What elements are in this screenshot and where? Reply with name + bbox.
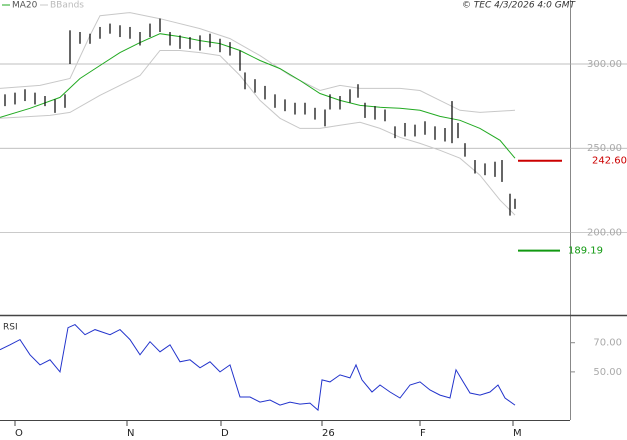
y-tick-label: 200.00 — [587, 227, 622, 238]
ma-line — [0, 33, 516, 159]
price-level-label: 189.19 — [568, 246, 603, 257]
x-tick-label: F — [420, 428, 426, 439]
legend-label: MA20 — [12, 1, 38, 11]
y-tick-label: 300.00 — [587, 59, 622, 70]
credit: © TEC 4/3/2026 4:0 GMT — [462, 1, 577, 11]
y-tick-label: 250.00 — [587, 143, 622, 154]
y-tick-label: 50.00 — [593, 367, 622, 378]
x-tick-label: 26 — [322, 428, 335, 439]
panel-title: RSI — [3, 323, 18, 333]
x-tick-label: O — [15, 428, 23, 439]
x-tick-label: D — [221, 428, 229, 439]
x-tick-label: N — [127, 428, 134, 439]
bollinger-band — [0, 50, 516, 216]
y-tick-label: 70.00 — [593, 338, 622, 349]
legend-label: BBands — [50, 1, 84, 11]
bollinger-band — [0, 12, 516, 113]
rsi-line — [0, 324, 516, 412]
x-tick-label: M — [513, 428, 522, 439]
price-level-label: 242.60 — [592, 156, 627, 167]
